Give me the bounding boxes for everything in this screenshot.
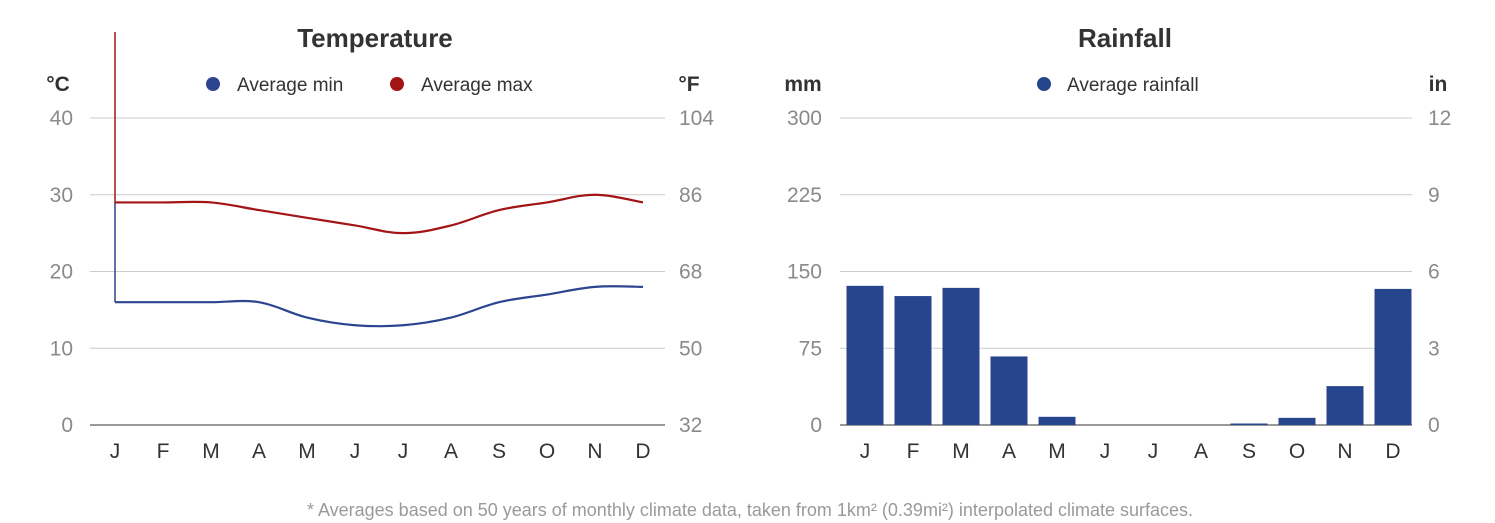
rainfall-month-label: F <box>907 440 920 463</box>
temperature-left-ticks: 0 10 20 30 40 <box>50 107 73 437</box>
average-max-line <box>114 193 644 235</box>
rainfall-left-unit: mm <box>784 73 821 96</box>
rainfall-bar <box>1326 386 1364 425</box>
temperature-left-tick-label: 0 <box>61 414 73 437</box>
rainfall-left-tick-label: 225 <box>787 184 822 207</box>
temperature-month-label: J <box>398 440 409 463</box>
rainfall-right-tick-label: 9 <box>1428 184 1440 207</box>
temperature-series-lines <box>114 32 644 328</box>
rainfall-right-ticks: 0 3 6 9 12 <box>1428 107 1451 437</box>
temperature-month-label: J <box>110 440 121 463</box>
rainfall-month-label: N <box>1337 440 1352 463</box>
rainfall-left-tick-label: 75 <box>799 337 822 360</box>
rainfall-month-label: A <box>1194 440 1208 463</box>
legend-average-min: Average min <box>206 75 343 96</box>
rainfall-chart: Rainfall mm in Average rainfall 0 75 150 22… <box>784 23 1451 463</box>
temperature-right-tick-label: 104 <box>679 107 714 130</box>
legend-average-rainfall-marker <box>1037 77 1051 91</box>
temperature-month-label: M <box>202 440 220 463</box>
temperature-right-tick-label: 50 <box>679 337 702 360</box>
temperature-right-ticks: 32 50 68 86 104 <box>679 107 714 437</box>
rainfall-bar <box>1038 416 1076 425</box>
rainfall-bar <box>1278 417 1316 425</box>
temperature-right-tick-label: 32 <box>679 414 702 437</box>
temperature-month-label: A <box>252 440 266 463</box>
rainfall-right-tick-label: 0 <box>1428 414 1440 437</box>
temperature-gridlines <box>90 117 665 426</box>
rainfall-month-label: S <box>1242 440 1256 463</box>
legend-average-min-label: Average min <box>237 75 343 96</box>
rainfall-bar <box>1374 288 1412 425</box>
temperature-month-label: F <box>157 440 170 463</box>
rainfall-title: Rainfall <box>1078 23 1172 53</box>
rainfall-left-tick-label: 150 <box>787 261 822 284</box>
temperature-month-label: D <box>635 440 650 463</box>
rainfall-month-label: A <box>1002 440 1016 463</box>
legend-average-min-marker <box>206 77 220 91</box>
temperature-chart: Temperature °C °F Average min Average ma… <box>46 23 714 463</box>
footnote: * Averages based on 50 years of monthly … <box>307 500 1193 520</box>
rainfall-bar <box>990 356 1028 425</box>
legend-average-max-label: Average max <box>421 75 533 96</box>
rainfall-month-label: M <box>1048 440 1066 463</box>
rainfall-right-tick-label: 6 <box>1428 261 1440 284</box>
rainfall-left-tick-label: 300 <box>787 107 822 130</box>
temperature-left-tick-label: 40 <box>50 107 73 130</box>
temperature-right-tick-label: 86 <box>679 184 702 207</box>
rainfall-bar <box>942 287 980 425</box>
rainfall-left-ticks: 0 75 150 225 300 <box>787 107 822 437</box>
rainfall-bar <box>894 296 932 425</box>
temperature-title: Temperature <box>297 23 453 53</box>
rainfall-month-label: D <box>1385 440 1400 463</box>
rainfall-bar <box>1230 423 1268 425</box>
rainfall-right-tick-label: 12 <box>1428 107 1451 130</box>
legend-average-max: Average max <box>390 75 533 96</box>
temperature-right-unit: °F <box>678 73 699 96</box>
temperature-left-tick-label: 20 <box>50 261 73 284</box>
legend-average-max-marker <box>390 77 404 91</box>
rainfall-month-label: O <box>1289 440 1305 463</box>
rainfall-bar <box>846 285 884 425</box>
rainfall-month-label: J <box>860 440 871 463</box>
temperature-right-tick-label: 68 <box>679 261 702 284</box>
rainfall-right-unit: in <box>1429 73 1448 96</box>
temperature-left-tick-label: 10 <box>50 337 73 360</box>
rainfall-left-tick-label: 0 <box>810 414 822 437</box>
temperature-month-label: A <box>444 440 458 463</box>
legend-average-rainfall-label: Average rainfall <box>1067 75 1199 96</box>
rainfall-month-label: M <box>952 440 970 463</box>
average-min-line <box>114 285 644 328</box>
rainfall-bars <box>846 285 1412 425</box>
legend-average-rainfall: Average rainfall <box>1037 75 1199 96</box>
temperature-month-label: N <box>587 440 602 463</box>
temperature-month-label: M <box>298 440 316 463</box>
rainfall-month-label: J <box>1148 440 1159 463</box>
temperature-month-label: J <box>350 440 361 463</box>
rainfall-right-tick-label: 3 <box>1428 337 1440 360</box>
rainfall-gridlines <box>840 117 1412 426</box>
rainfall-month-label: J <box>1100 440 1111 463</box>
temperature-left-tick-label: 30 <box>50 184 73 207</box>
temperature-month-label: O <box>539 440 555 463</box>
temperature-month-label: S <box>492 440 506 463</box>
temperature-left-unit: °C <box>46 73 70 96</box>
